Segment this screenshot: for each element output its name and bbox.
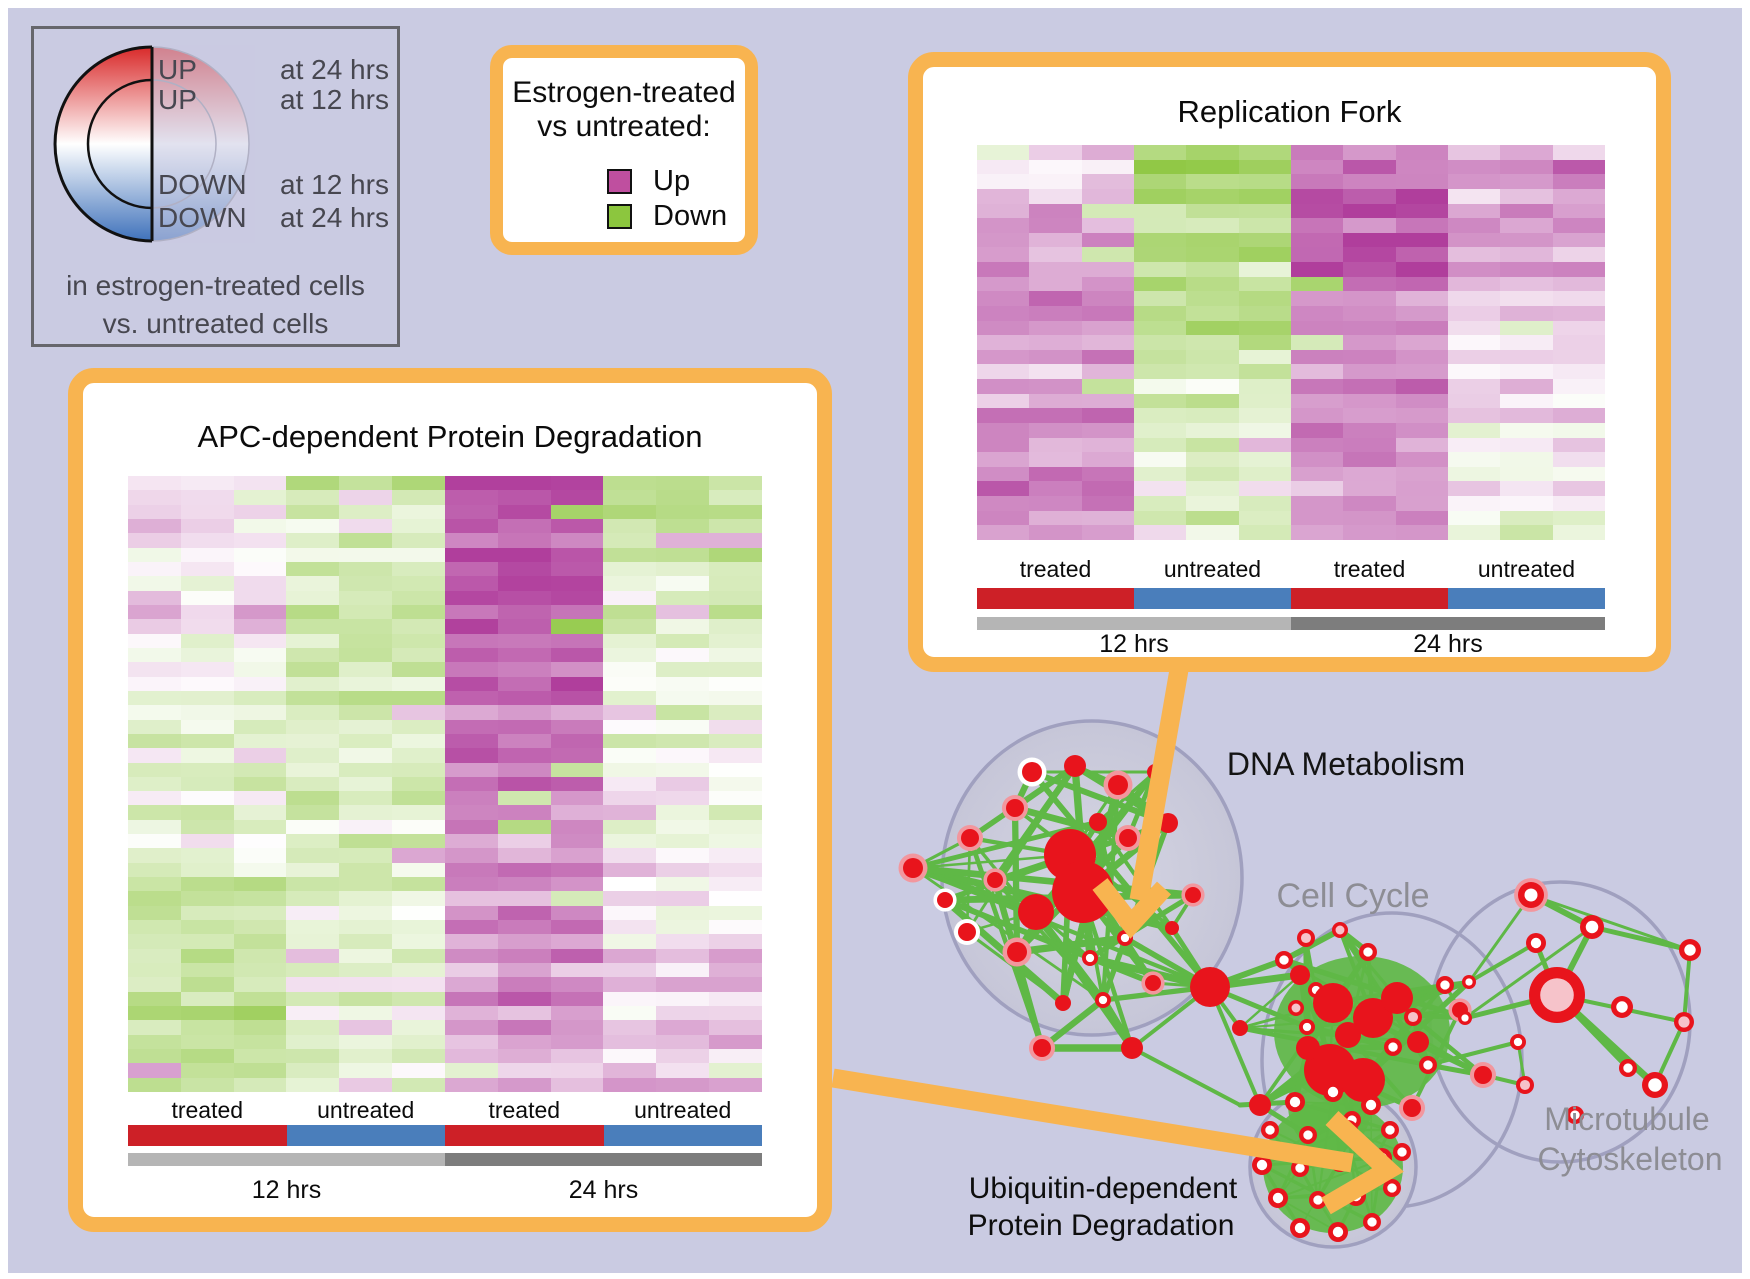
- ring-legend-box: UP at 24 hrs UP at 12 hrs DOWN at 12 hrs…: [31, 26, 400, 347]
- replication-fork-heatmap: [977, 145, 1605, 540]
- time-label-12hrs: 12 hrs: [251, 1176, 322, 1204]
- legend-footer-line2: vs. untreated cells: [102, 308, 329, 339]
- sample-label: untreated: [1163, 556, 1262, 582]
- sample-label: untreated: [634, 1097, 732, 1123]
- color-key-box: Estrogen-treated vs untreated: Up Down: [490, 45, 758, 255]
- untreated-bar: [603, 1125, 762, 1146]
- treated-bar: [977, 588, 1134, 609]
- up-label: Up: [653, 165, 691, 197]
- apc-degradation-panel: APC-dependent Protein Degradation treate…: [68, 368, 832, 1232]
- time-labels: 12 hrs 24 hrs: [128, 1176, 762, 1206]
- sample-label: treated: [1333, 556, 1406, 582]
- sample-label: treated: [488, 1097, 561, 1123]
- legend-direction: DOWN: [158, 169, 247, 200]
- replication-fork-panel: Replication Fork treated untreated treat…: [908, 52, 1671, 672]
- legend-time: at 12 hrs: [280, 84, 389, 115]
- legend-time: at 24 hrs: [280, 202, 389, 233]
- sample-label: untreated: [317, 1097, 415, 1123]
- apc-degradation-heatmap: [128, 476, 762, 1092]
- panel-title: Replication Fork: [1177, 94, 1402, 129]
- time24-bar: [445, 1153, 762, 1166]
- treated-bar: [128, 1125, 287, 1146]
- time-labels: 12 hrs 24 hrs: [977, 630, 1605, 658]
- time-color-bars: [128, 1153, 762, 1166]
- untreated-bar: [1448, 588, 1605, 609]
- time-label-24hrs: 24 hrs: [568, 1176, 639, 1204]
- sample-group-labels: treated untreated treated untreated: [128, 1097, 762, 1123]
- time24-bar: [1291, 617, 1605, 630]
- time12-bar: [977, 617, 1291, 630]
- color-key-title-line1: Estrogen-treated: [512, 76, 736, 109]
- time12-bar: [128, 1153, 445, 1166]
- treatment-color-bars: [128, 1125, 762, 1146]
- time-label-24hrs: 24 hrs: [1413, 630, 1483, 658]
- legend-time: at 24 hrs: [280, 54, 389, 85]
- legend-footer-line1: in estrogen-treated cells: [66, 270, 365, 301]
- untreated-bar: [1134, 588, 1291, 609]
- color-key-title-line2: vs untreated:: [537, 110, 711, 143]
- sample-label: treated: [171, 1097, 244, 1123]
- legend-direction: UP: [158, 54, 197, 85]
- concentric-rings-icon: [53, 45, 255, 243]
- panel-title: APC-dependent Protein Degradation: [197, 419, 703, 454]
- up-color-swatch: [607, 169, 632, 194]
- down-label: Down: [653, 200, 728, 232]
- treatment-color-bars: [977, 588, 1605, 609]
- sample-label: untreated: [1477, 556, 1576, 582]
- sample-group-labels: treated untreated treated untreated: [977, 556, 1605, 582]
- legend-direction: DOWN: [158, 202, 247, 233]
- down-color-swatch: [607, 204, 632, 229]
- time-color-bars: [977, 617, 1605, 630]
- sample-label: treated: [1019, 556, 1092, 582]
- time-label-12hrs: 12 hrs: [1099, 630, 1169, 658]
- treated-bar: [1291, 588, 1448, 609]
- legend-direction: UP: [158, 84, 197, 115]
- treated-bar: [445, 1125, 604, 1146]
- untreated-bar: [286, 1125, 445, 1146]
- legend-time: at 12 hrs: [280, 169, 389, 200]
